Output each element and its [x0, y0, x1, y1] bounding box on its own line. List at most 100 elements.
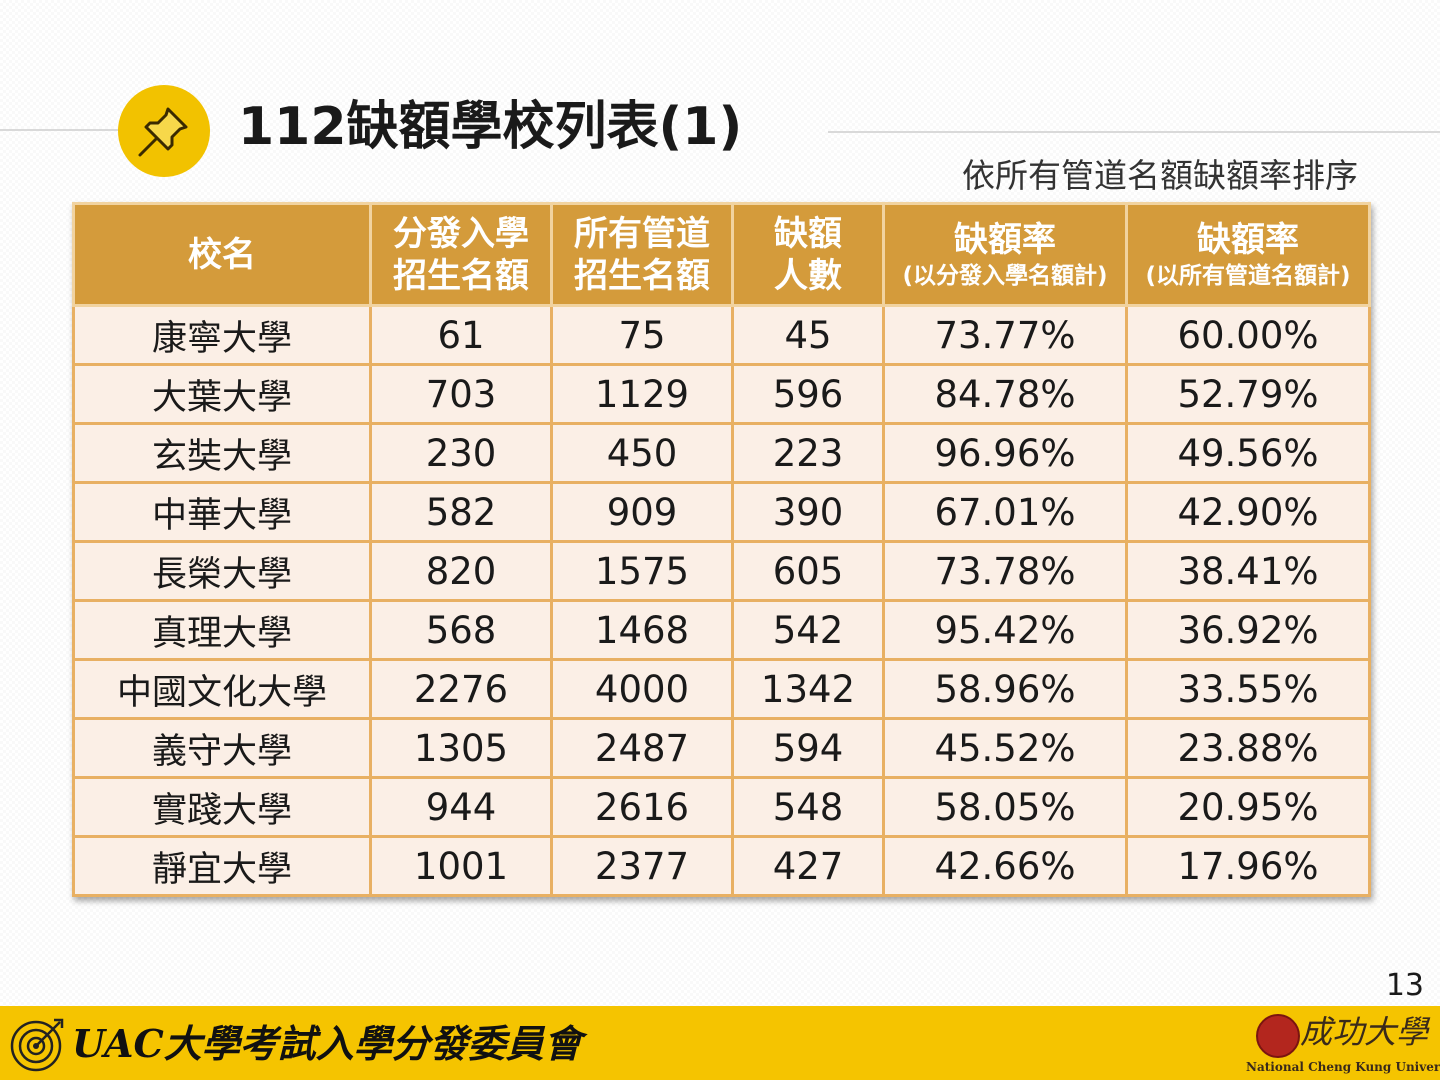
- value-cell: 33.55%: [1125, 658, 1371, 720]
- value-cell: 2377: [550, 835, 734, 897]
- header-cell: 缺額率 (以所有管道名額計): [1125, 202, 1371, 307]
- value-cell: 223: [731, 422, 885, 484]
- value-cell: 67.01%: [882, 481, 1128, 543]
- value-cell: 909: [550, 481, 734, 543]
- table-row: 玄奘大學 230 450 223 96.96% 49.56%: [72, 422, 1371, 484]
- value-cell: 703: [369, 363, 553, 425]
- value-cell: 60.00%: [1125, 304, 1371, 366]
- header-label: 缺額: [774, 213, 842, 254]
- value-cell: 84.78%: [882, 363, 1128, 425]
- table-row: 康寧大學 61 75 45 73.77% 60.00%: [72, 304, 1371, 366]
- table-row: 大葉大學 703 1129 596 84.78% 52.79%: [72, 363, 1371, 425]
- school-name-cell: 長榮大學: [72, 540, 372, 602]
- value-cell: 2487: [550, 717, 734, 779]
- value-cell: 1342: [731, 658, 885, 720]
- value-cell: 58.96%: [882, 658, 1128, 720]
- value-cell: 73.77%: [882, 304, 1128, 366]
- value-cell: 58.05%: [882, 776, 1128, 838]
- value-cell: 548: [731, 776, 885, 838]
- table-row: 長榮大學 820 1575 605 73.78% 38.41%: [72, 540, 1371, 602]
- value-cell: 2276: [369, 658, 553, 720]
- header-label: 招生名額: [574, 255, 710, 296]
- header-label: 缺額率: [954, 219, 1056, 260]
- value-cell: 230: [369, 422, 553, 484]
- value-cell: 605: [731, 540, 885, 602]
- page-subtitle: 依所有管道名額缺額率排序: [962, 156, 1358, 195]
- value-cell: 36.92%: [1125, 599, 1371, 661]
- page-number: 13: [1385, 968, 1424, 1003]
- value-cell: 582: [369, 481, 553, 543]
- footer-org-name: UAC大學考試入學分發委員會: [72, 1021, 582, 1066]
- table-row: 實踐大學 944 2616 548 58.05% 20.95%: [72, 776, 1371, 838]
- value-cell: 1305: [369, 717, 553, 779]
- target-logo-icon: [10, 1018, 64, 1072]
- header-cell: 校名: [72, 202, 372, 307]
- table-body: 康寧大學 61 75 45 73.77% 60.00% 大葉大學 703 1129 596 84.7…: [72, 304, 1371, 897]
- table-row: 中國文化大學 2276 4000 1342 58.96% 33.55%: [72, 658, 1371, 720]
- value-cell: 73.78%: [882, 540, 1128, 602]
- value-cell: 45.52%: [882, 717, 1128, 779]
- header-label: 分發入學: [393, 213, 529, 254]
- value-cell: 596: [731, 363, 885, 425]
- header-label: 所有管道: [574, 213, 710, 254]
- value-cell: 23.88%: [1125, 717, 1371, 779]
- ncku-english-name: National Cheng Kung University: [1246, 1060, 1440, 1074]
- school-name-cell: 中華大學: [72, 481, 372, 543]
- value-cell: 75: [550, 304, 734, 366]
- header-cell: 缺額率 (以分發入學名額計): [882, 202, 1128, 307]
- value-cell: 2616: [550, 776, 734, 838]
- value-cell: 820: [369, 540, 553, 602]
- header-cell: 所有管道 招生名額: [550, 202, 734, 307]
- value-cell: 4000: [550, 658, 734, 720]
- school-name-cell: 玄奘大學: [72, 422, 372, 484]
- table-row: 義守大學 1305 2487 594 45.52% 23.88%: [72, 717, 1371, 779]
- header-cell: 分發入學 招生名額: [369, 202, 553, 307]
- value-cell: 542: [731, 599, 885, 661]
- value-cell: 95.42%: [882, 599, 1128, 661]
- header-label: 人數: [774, 255, 842, 296]
- value-cell: 45: [731, 304, 885, 366]
- table-row: 中華大學 582 909 390 67.01% 42.90%: [72, 481, 1371, 543]
- value-cell: 568: [369, 599, 553, 661]
- value-cell: 49.56%: [1125, 422, 1371, 484]
- school-name-cell: 大葉大學: [72, 363, 372, 425]
- pushpin-icon: [118, 85, 210, 177]
- ncku-chinese-name: 成功大學: [1300, 1013, 1429, 1051]
- value-cell: 38.41%: [1125, 540, 1371, 602]
- value-cell: 427: [731, 835, 885, 897]
- header-note: (以所有管道名額計): [1145, 262, 1351, 289]
- title-rule-left: [0, 129, 120, 131]
- table-row: 真理大學 568 1468 542 95.42% 36.92%: [72, 599, 1371, 661]
- value-cell: 944: [369, 776, 553, 838]
- ncku-seal-icon: [1256, 1014, 1300, 1058]
- value-cell: 1001: [369, 835, 553, 897]
- value-cell: 42.66%: [882, 835, 1128, 897]
- value-cell: 61: [369, 304, 553, 366]
- school-name-cell: 義守大學: [72, 717, 372, 779]
- footer-bar: UAC大學考試入學分發委員會 成功大學 National Cheng Kung …: [0, 1006, 1440, 1080]
- header-label: 校名: [188, 234, 256, 275]
- value-cell: 1129: [550, 363, 734, 425]
- table-row: 靜宜大學 1001 2377 427 42.66% 17.96%: [72, 835, 1371, 897]
- school-name-cell: 中國文化大學: [72, 658, 372, 720]
- school-name-cell: 真理大學: [72, 599, 372, 661]
- header-label: 招生名額: [393, 255, 529, 296]
- value-cell: 96.96%: [882, 422, 1128, 484]
- school-name-cell: 靜宜大學: [72, 835, 372, 897]
- value-cell: 42.90%: [1125, 481, 1371, 543]
- value-cell: 1575: [550, 540, 734, 602]
- value-cell: 1468: [550, 599, 734, 661]
- value-cell: 52.79%: [1125, 363, 1371, 425]
- header-label: 缺額率: [1197, 219, 1299, 260]
- value-cell: 20.95%: [1125, 776, 1371, 838]
- title-rule-right: [828, 131, 1440, 133]
- table-header-row: 校名 分發入學 招生名額 所有管道 招生名額 缺額 人數 缺額率 (以分發入學名額計) 缺額率 (以…: [72, 202, 1371, 307]
- vacancy-table: 校名 分發入學 招生名額 所有管道 招生名額 缺額 人數 缺額率 (以分發入學名額計) 缺額率 (以…: [72, 202, 1371, 897]
- header-note: (以分發入學名額計): [902, 262, 1108, 289]
- school-name-cell: 實踐大學: [72, 776, 372, 838]
- page-title: 112缺額學校列表(1): [238, 97, 743, 157]
- value-cell: 390: [731, 481, 885, 543]
- value-cell: 450: [550, 422, 734, 484]
- header-cell: 缺額 人數: [731, 202, 885, 307]
- value-cell: 594: [731, 717, 885, 779]
